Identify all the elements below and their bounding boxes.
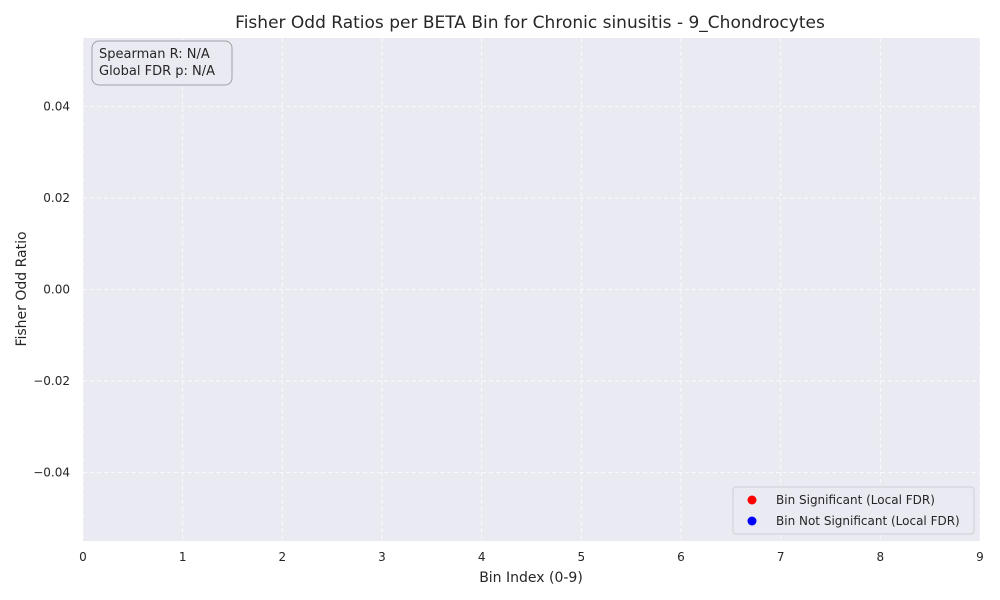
x-tick-label: 8 <box>877 550 885 564</box>
y-tick-label: −0.02 <box>33 374 70 388</box>
x-tick-label: 7 <box>777 550 785 564</box>
annotation-frame <box>91 40 233 86</box>
legend-label-significant: Bin Significant (Local FDR) <box>776 493 935 507</box>
legend: Bin Significant (Local FDR) Bin Not Sign… <box>732 486 975 535</box>
grid <box>82 38 981 541</box>
y-tick-label: −0.04 <box>33 465 70 479</box>
x-tick-label: 2 <box>279 550 287 564</box>
y-tick-label: 0.00 <box>43 283 70 297</box>
stats-annotation: Spearman R: N/A Global FDR p: N/A <box>91 40 233 86</box>
x-tick-label: 1 <box>179 550 187 564</box>
y-axis-ticks: 0.04 0.02 0.00 −0.02 −0.04 <box>33 100 70 480</box>
x-tick-label: 3 <box>378 550 386 564</box>
x-tick-label: 6 <box>677 550 685 564</box>
legend-label-not-significant: Bin Not Significant (Local FDR) <box>776 514 960 528</box>
x-tick-label: 4 <box>478 550 486 564</box>
x-axis-ticks: 0 1 2 3 4 5 6 7 8 9 <box>79 550 984 564</box>
legend-frame <box>732 486 975 535</box>
y-tick-label: 0.04 <box>43 100 70 114</box>
global-fdr-text: Global FDR p: N/A <box>99 64 215 79</box>
y-tick-label: 0.02 <box>43 191 70 205</box>
legend-marker-not-significant <box>747 516 757 526</box>
x-tick-label: 9 <box>976 550 984 564</box>
legend-marker-significant <box>747 495 757 505</box>
spearman-r-text: Spearman R: N/A <box>99 47 210 62</box>
x-tick-label: 0 <box>79 550 87 564</box>
x-tick-label: 5 <box>578 550 586 564</box>
x-axis-label: Bin Index (0-9) <box>479 570 583 586</box>
chart-title: Fisher Odd Ratios per BETA Bin for Chron… <box>235 13 825 33</box>
y-axis-label: Fisher Odd Ratio <box>14 231 30 346</box>
